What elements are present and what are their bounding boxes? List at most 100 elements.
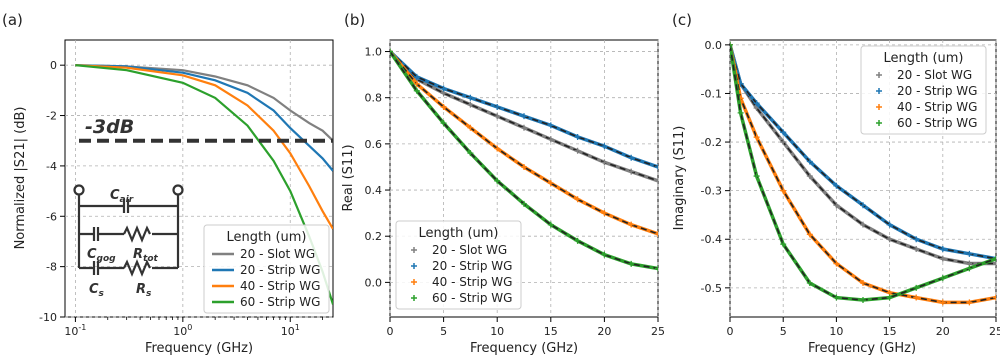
- series-point: [833, 182, 840, 189]
- y-tick-label: -4: [46, 160, 57, 173]
- legend-entry: 40 - Strip WG: [432, 275, 512, 289]
- y-tick-label: 0.6: [365, 138, 383, 151]
- legend-title: Length (um): [418, 226, 498, 241]
- legend-swatch: [411, 295, 417, 301]
- series-point: [780, 139, 787, 146]
- y-tick-label: -2: [46, 110, 57, 123]
- series-point: [655, 177, 658, 184]
- panel-c-series: [730, 41, 996, 306]
- series-point: [655, 163, 658, 170]
- legend-title: Length (um): [226, 230, 306, 245]
- x-tick-label: 20: [597, 325, 611, 338]
- series-point: [860, 296, 866, 303]
- legend-entry: 60 - Strip WG: [897, 116, 977, 130]
- legend-box: [860, 45, 987, 135]
- legend-entry: 20 - Slot WG: [240, 247, 315, 261]
- series-point: [993, 294, 996, 301]
- series-point: [737, 109, 744, 116]
- series-point: [939, 245, 946, 252]
- panel-b-ticks: 0 5 10 15 20 25 0.0 0.2 0.4 0.6 0.8 1.0: [365, 46, 666, 338]
- series-point: [806, 158, 813, 165]
- legend-swatch: [411, 279, 417, 285]
- legend-swatch: [876, 88, 882, 94]
- series-point: [574, 133, 581, 140]
- series-point: [413, 87, 420, 94]
- panel-a-xlabel: Frequency (GHz): [145, 341, 253, 356]
- y-tick-label: 0.8: [365, 92, 383, 105]
- legend-entry: 20 - Strip WG: [432, 259, 512, 273]
- series-fit-line: [730, 44, 996, 265]
- y-tick-label: -8: [46, 261, 57, 274]
- series-point: [993, 255, 996, 262]
- y-tick-label: -0.3: [701, 185, 722, 198]
- series-point: [521, 200, 527, 207]
- series-point: [860, 221, 866, 228]
- legend-entry: 40 - Strip WG: [897, 100, 977, 114]
- x-tick-label: 5: [780, 325, 787, 338]
- x-tick-label: 5: [440, 325, 447, 338]
- series-point: [730, 41, 733, 48]
- series-fit-line: [390, 50, 658, 235]
- series-point: [574, 237, 581, 244]
- series-point: [993, 260, 996, 267]
- series-point: [494, 177, 501, 184]
- x-tick-label: 25: [651, 325, 665, 338]
- series-point: [913, 284, 920, 291]
- series-point: [780, 129, 787, 136]
- panel-c: 0 5 10 15 20 25 0.0 -0.1 -0.2 -0.3 -0.4 -0.5 Freque…: [672, 39, 1000, 356]
- y-tick-label: 0.0: [705, 39, 723, 52]
- series-point: [440, 103, 447, 110]
- series-fit-line: [730, 44, 996, 304]
- series-point: [601, 159, 608, 166]
- series-line: [75, 64, 333, 172]
- legend-entry: 40 - Strip WG: [240, 279, 320, 293]
- series-point: [547, 136, 554, 143]
- x-tick-label: 100: [173, 323, 192, 338]
- legend-title: Length (um): [883, 51, 963, 66]
- series-fit-line: [390, 50, 658, 182]
- circuit-diagram: [73, 184, 184, 277]
- series-point: [860, 202, 866, 209]
- panel-a-label: (a): [2, 11, 23, 29]
- series-point: [521, 124, 527, 131]
- panel-c-ylabel: Imaginary (S11): [672, 126, 687, 231]
- series-point: [521, 113, 527, 120]
- y-tick-label: -0.2: [701, 136, 722, 149]
- legend-entry: 60 - Strip WG: [432, 291, 512, 305]
- series-point: [467, 101, 474, 108]
- legend-entry: 20 - Slot WG: [432, 243, 507, 257]
- panel-c-label: (c): [672, 11, 692, 29]
- legend-box: [395, 220, 522, 310]
- panel-b-xlabel: Frequency (GHz): [470, 341, 578, 356]
- y-tick-label: -6: [46, 210, 57, 223]
- panel-c-xlabel: Frequency (GHz): [808, 341, 916, 356]
- series-point: [601, 251, 608, 258]
- series-point: [628, 221, 635, 228]
- panel-c-ticks: 0 5 10 15 20 25 0.0 -0.1 -0.2 -0.3 -0.4 -0.5: [701, 39, 1000, 338]
- x-tick-label: 0: [727, 325, 734, 338]
- panel-a-ylabel: Normalized |S21| (dB): [13, 107, 28, 250]
- y-tick-label: -0.1: [701, 87, 722, 100]
- series-point: [939, 299, 946, 306]
- series-point: [753, 173, 760, 180]
- series-point: [780, 187, 787, 194]
- series-point: [494, 113, 501, 120]
- y-tick-label: 1.0: [365, 46, 383, 59]
- series-point: [939, 255, 946, 262]
- panel-c-legend: Length (um) 20 - Slot WG 20 - Strip WG 40 -…: [860, 45, 987, 135]
- series-point: [753, 134, 760, 141]
- series-point: [806, 279, 813, 286]
- x-tick-label: 0: [387, 325, 394, 338]
- series-point: [966, 250, 973, 257]
- legend-entry: 20 - Strip WG: [240, 263, 320, 277]
- legend-swatch: [876, 72, 882, 78]
- series-point: [913, 245, 920, 252]
- series-fit-line: [730, 44, 996, 301]
- x-tick-label: 20: [936, 325, 950, 338]
- panel-b: 0 5 10 15 20 25 0.0 0.2 0.4 0.6 0.8 1.0 Frequency (…: [341, 39, 666, 356]
- series-point: [521, 163, 527, 170]
- series-point: [547, 122, 554, 129]
- series-point: [547, 221, 554, 228]
